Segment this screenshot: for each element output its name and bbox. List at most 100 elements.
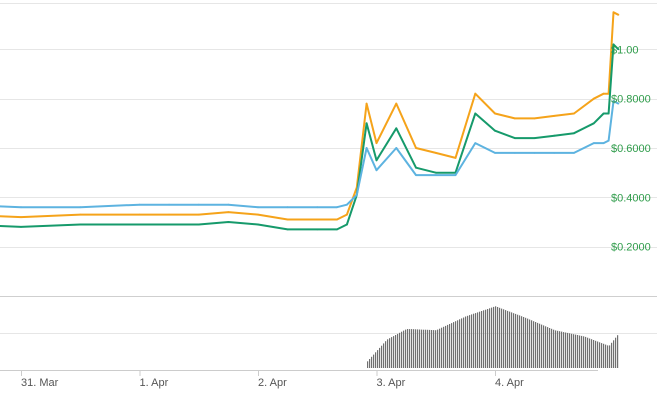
series-1-point	[474, 92, 477, 95]
series-2-point	[79, 223, 82, 226]
series-3-point	[286, 206, 289, 209]
volume-bar	[589, 338, 591, 368]
volume-bar	[371, 356, 373, 368]
volume-bar	[615, 337, 617, 368]
series-2-point	[415, 166, 417, 169]
volume-bar	[533, 321, 535, 368]
volume-bar	[445, 325, 447, 368]
volume-bar	[585, 336, 587, 368]
volume-bar	[439, 328, 441, 368]
series-3-point	[454, 174, 457, 177]
series-2-point	[286, 228, 289, 231]
series-3-point	[415, 174, 417, 177]
volume-bar	[545, 326, 547, 368]
volume-bar	[555, 330, 557, 368]
volume-bar	[549, 328, 551, 368]
series-3-point	[494, 152, 496, 154]
series-2-point	[227, 221, 230, 223]
volume-bar	[607, 345, 609, 368]
volume-bar	[613, 340, 615, 368]
series-2-point	[20, 226, 22, 228]
series-3-point	[336, 206, 338, 209]
volume-bar	[599, 342, 601, 368]
series-1-point	[79, 213, 82, 216]
series-2-point	[602, 112, 605, 115]
volume-bar	[571, 333, 573, 368]
volume-bar	[601, 343, 603, 368]
series-1-point	[395, 102, 398, 105]
series-1-point	[286, 218, 289, 221]
x-tick-label: 31. Mar	[21, 377, 59, 389]
chart-gridlines	[0, 3, 657, 371]
volume-bar	[503, 309, 505, 368]
volume-bar	[515, 313, 517, 368]
volume-bar	[527, 318, 529, 368]
volume-bar	[581, 335, 583, 368]
series-1-point	[612, 11, 615, 14]
series-3-point	[612, 100, 615, 102]
volume-bar	[579, 335, 581, 368]
volume-bar	[385, 341, 387, 368]
volume-bar	[393, 336, 395, 368]
y-tick-label: $0.6000	[611, 143, 651, 155]
volume-bar	[511, 312, 513, 368]
volume-bar	[597, 341, 599, 368]
volume-bar	[387, 339, 389, 368]
series-1-point	[138, 213, 141, 216]
volume-bar	[529, 319, 531, 368]
volume-bar	[425, 329, 427, 368]
volume-bar	[517, 314, 519, 368]
x-tick-label: 4. Apr	[495, 377, 524, 389]
volume-bar	[455, 321, 457, 368]
volume-bar	[417, 329, 419, 368]
series-3-point	[573, 152, 575, 154]
volume-bar	[405, 329, 407, 368]
volume-bar	[463, 317, 465, 368]
volume-bar	[495, 306, 497, 368]
x-axis-tick-labels: 31. Mar 1. Apr 2. Apr 3. Apr 4. Apr	[21, 370, 524, 389]
volume-bar	[497, 307, 499, 368]
volume-bar	[377, 350, 379, 368]
series-1-point	[602, 92, 605, 95]
volume-bar	[447, 324, 449, 368]
volume-bar	[485, 309, 487, 368]
series-3-point	[257, 206, 259, 209]
series-2-point	[474, 112, 477, 115]
volume-bar	[535, 322, 537, 368]
volume-bar	[443, 326, 445, 368]
volume-bar	[543, 325, 545, 368]
series-2-point	[138, 223, 141, 226]
volume-bar	[413, 329, 415, 368]
volume-bar	[431, 330, 433, 368]
volume-bar	[575, 334, 577, 368]
volume-bar	[465, 316, 467, 368]
volume-bar	[475, 313, 477, 368]
series-3-point	[316, 206, 319, 209]
volume-bar	[557, 330, 559, 368]
series-2-point	[375, 159, 378, 162]
volume-bar	[505, 310, 507, 368]
volume-bar	[521, 316, 523, 368]
volume-bar	[401, 331, 403, 368]
volume-bar	[477, 312, 479, 368]
series-3-point	[395, 147, 398, 149]
series-2-point	[612, 43, 615, 46]
volume-bar	[611, 342, 613, 368]
volume-bar	[429, 329, 431, 368]
volume-bar	[483, 310, 485, 368]
x-tick-label: 2. Apr	[258, 377, 287, 389]
volume-bar	[419, 329, 421, 368]
series-line-1	[0, 11, 619, 221]
volume-bar	[437, 329, 439, 368]
volume-bar	[541, 324, 543, 368]
volume-bar	[435, 330, 437, 368]
volume-bar	[567, 332, 569, 368]
series-3-point	[20, 206, 22, 209]
volume-bar	[569, 333, 571, 368]
volume-bar	[367, 361, 369, 368]
series-3-point	[138, 203, 141, 206]
series-1-point	[365, 102, 368, 105]
volume-bar	[507, 310, 509, 368]
volume-bar	[499, 307, 501, 368]
series-1-point	[553, 115, 556, 117]
